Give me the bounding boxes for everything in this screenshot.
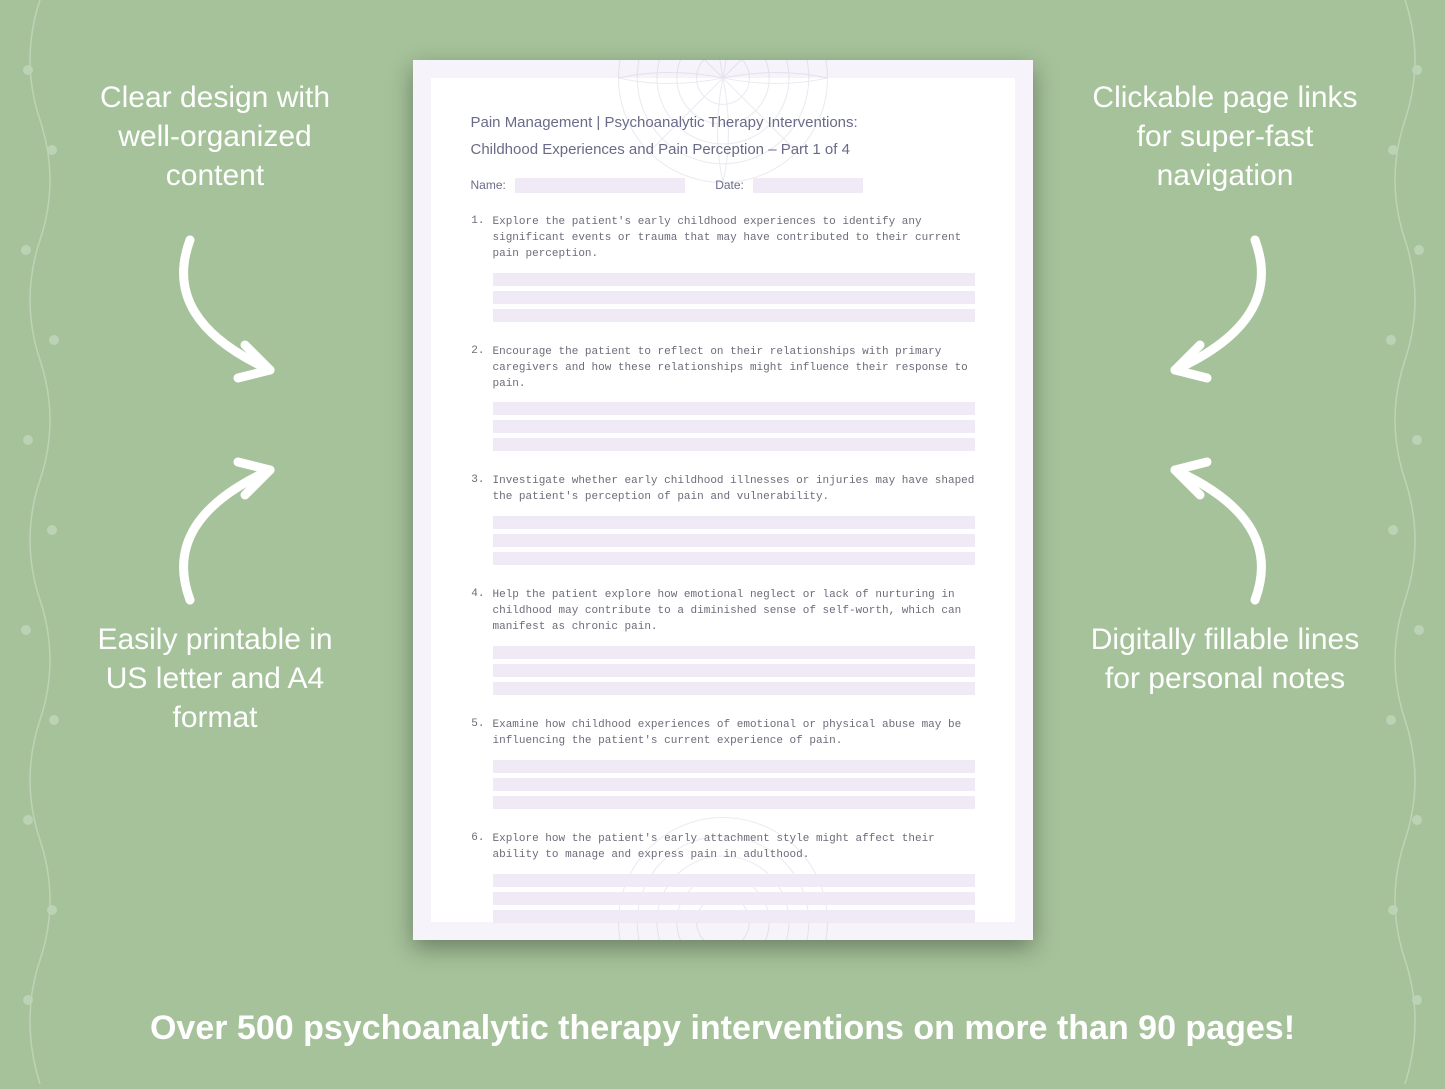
item-body: Examine how childhood experiences of emo… bbox=[493, 718, 975, 812]
worksheet-item: 3.Investigate whether early childhood il… bbox=[471, 474, 975, 568]
fillable-line[interactable] bbox=[493, 874, 975, 887]
worksheet-item: 6.Explore how the patient's early attach… bbox=[471, 832, 975, 926]
item-number: 5. bbox=[471, 718, 485, 812]
vine-decoration-left bbox=[0, 0, 80, 1084]
worksheet-item: 1.Explore the patient's early childhood … bbox=[471, 215, 975, 325]
document-title: Pain Management | Psychoanalytic Therapy… bbox=[471, 112, 975, 135]
item-number: 4. bbox=[471, 588, 485, 698]
fillable-line[interactable] bbox=[493, 402, 975, 415]
fillable-lines bbox=[493, 400, 975, 454]
item-number: 1. bbox=[471, 215, 485, 325]
fillable-line[interactable] bbox=[493, 778, 975, 791]
fillable-line[interactable] bbox=[493, 516, 975, 529]
worksheet-item: 4.Help the patient explore how emotional… bbox=[471, 588, 975, 698]
item-body: Explore the patient's early childhood ex… bbox=[493, 215, 975, 325]
vine-decoration-right bbox=[1365, 0, 1445, 1084]
item-text: Encourage the patient to reflect on thei… bbox=[493, 345, 975, 393]
date-label: Date: bbox=[715, 178, 744, 192]
fillable-line[interactable] bbox=[493, 664, 975, 677]
fillable-line[interactable] bbox=[493, 552, 975, 565]
fillable-line[interactable] bbox=[493, 291, 975, 304]
item-text: Explore how the patient's early attachme… bbox=[493, 832, 975, 864]
item-number: 3. bbox=[471, 474, 485, 568]
fillable-lines bbox=[493, 758, 975, 812]
name-label: Name: bbox=[471, 178, 506, 192]
name-date-row: Name: Date: bbox=[471, 178, 975, 193]
callout-bottom-right: Digitally fillable lines for personal no… bbox=[1085, 620, 1365, 698]
item-number: 2. bbox=[471, 345, 485, 455]
fillable-line[interactable] bbox=[493, 796, 975, 809]
arrow-bottom-left bbox=[150, 440, 370, 610]
arrow-top-right bbox=[1075, 230, 1295, 400]
document-subtitle: Childhood Experiences and Pain Perceptio… bbox=[471, 141, 975, 158]
name-input[interactable] bbox=[515, 178, 685, 193]
item-text: Explore the patient's early childhood ex… bbox=[493, 215, 975, 263]
date-field-group: Date: bbox=[715, 178, 863, 193]
fillable-line[interactable] bbox=[493, 682, 975, 695]
fillable-line[interactable] bbox=[493, 534, 975, 547]
arrow-top-left bbox=[150, 230, 370, 400]
item-text: Help the patient explore how emotional n… bbox=[493, 588, 975, 636]
fillable-lines bbox=[493, 872, 975, 926]
fillable-lines bbox=[493, 514, 975, 568]
bottom-banner: Over 500 psychoanalytic therapy interven… bbox=[0, 1009, 1445, 1048]
item-body: Help the patient explore how emotional n… bbox=[493, 588, 975, 698]
item-body: Investigate whether early childhood illn… bbox=[493, 474, 975, 568]
fillable-line[interactable] bbox=[493, 438, 975, 451]
document-inner: Pain Management | Psychoanalytic Therapy… bbox=[431, 78, 1015, 922]
item-text: Investigate whether early childhood illn… bbox=[493, 474, 975, 506]
name-field-group: Name: bbox=[471, 178, 686, 193]
worksheet-item: 5.Examine how childhood experiences of e… bbox=[471, 718, 975, 812]
fillable-line[interactable] bbox=[493, 910, 975, 923]
arrow-bottom-right bbox=[1075, 440, 1295, 610]
document-page: Pain Management | Psychoanalytic Therapy… bbox=[413, 60, 1033, 940]
fillable-line[interactable] bbox=[493, 273, 975, 286]
date-input[interactable] bbox=[753, 178, 863, 193]
callout-top-left: Clear design with well-organized content bbox=[80, 78, 350, 195]
fillable-lines bbox=[493, 644, 975, 698]
worksheet-item: 2.Encourage the patient to reflect on th… bbox=[471, 345, 975, 455]
fillable-line[interactable] bbox=[493, 760, 975, 773]
fillable-line[interactable] bbox=[493, 892, 975, 905]
item-body: Encourage the patient to reflect on thei… bbox=[493, 345, 975, 455]
items-list: 1.Explore the patient's early childhood … bbox=[471, 215, 975, 926]
fillable-line[interactable] bbox=[493, 309, 975, 322]
fillable-line[interactable] bbox=[493, 646, 975, 659]
callout-bottom-left: Easily printable in US letter and A4 for… bbox=[80, 620, 350, 737]
fillable-line[interactable] bbox=[493, 420, 975, 433]
item-body: Explore how the patient's early attachme… bbox=[493, 832, 975, 926]
fillable-lines bbox=[493, 271, 975, 325]
item-text: Examine how childhood experiences of emo… bbox=[493, 718, 975, 750]
callout-top-right: Clickable page links for super-fast navi… bbox=[1085, 78, 1365, 195]
item-number: 6. bbox=[471, 832, 485, 926]
